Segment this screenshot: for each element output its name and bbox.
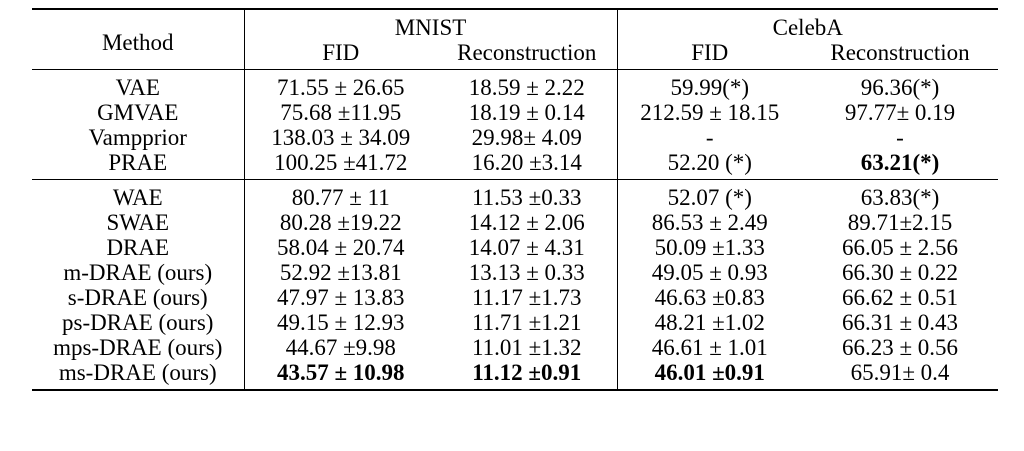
mnist-fid-cell: 44.67 ±9.98 — [243, 335, 437, 360]
table-row: m-DRAE (ours) 52.92 ±13.81 13.13 ± 0.33 49.… — [32, 260, 998, 285]
mnist-fid-cell: 49.15 ± 12.93 — [243, 310, 437, 335]
mnist-group-header: MNIST — [243, 9, 617, 40]
method-cell: ps-DRAE (ours) — [62, 310, 214, 335]
method-cell: mps-DRAE (ours) — [53, 335, 223, 360]
mnist-reconstruction-cell: 11.01 ±1.32 — [471, 335, 582, 360]
mnist-reconstruction-cell: 14.12 ± 2.06 — [468, 210, 585, 235]
mnist-reconstruction-cell: 11.12 ±0.91 — [472, 360, 582, 385]
table-row: VAE 71.55 ± 26.65 18.59 ± 2.22 59.99(*) 96.3… — [32, 69, 999, 100]
results-table: Method MNIST CelebA FID Reconstruction F… — [32, 8, 999, 391]
mnist-fid-cell: 75.68 ±11.95 — [243, 100, 437, 125]
celeba-fid-cell: 212.59 ± 18.15 — [616, 100, 802, 125]
celeba-fid-cell: - — [616, 125, 802, 150]
table-row: PRAE 100.25 ±41.72 16.20 ±3.14 52.20 (*) 63.… — [32, 150, 998, 180]
mnist-reconstruction-cell: 18.19 ± 0.14 — [468, 100, 585, 125]
mnist-reconstruction-cell: 13.13 ± 0.33 — [468, 260, 585, 285]
celeba-fid-cell: 49.05 ± 0.93 — [616, 260, 802, 285]
method-cell: s-DRAE (ours) — [67, 285, 208, 310]
method-cell: SWAE — [106, 210, 170, 235]
method-cell: PRAE — [108, 150, 168, 175]
table-row: DRAE 58.04 ± 20.74 14.07 ± 4.31 50.09 ±1.33… — [32, 235, 998, 260]
table-block-drae: WAE 80.77 ± 11 11.53 ±0.33 52.07 (*) 63.83(*… — [32, 179, 999, 390]
mnist-reconstruction-cell: 16.20 ±3.14 — [471, 150, 582, 175]
celeba-fid-cell: 50.09 ±1.33 — [616, 235, 802, 260]
mnist-reconstruction-header: Reconstruction — [457, 40, 597, 65]
celeba-group-header: CelebA — [616, 9, 999, 40]
mnist-reconstruction-cell: 18.59 ± 2.22 — [468, 75, 585, 100]
mnist-reconstruction-cell: 11.17 ±1.73 — [471, 285, 582, 310]
celeba-fid-cell: 59.99(*) — [616, 69, 802, 100]
mnist-fid-cell: 47.97 ± 13.83 — [243, 285, 437, 310]
mnist-reconstruction-cell: 11.71 ±1.21 — [471, 310, 582, 335]
celeba-reconstruction-cell: 63.83(*) — [860, 185, 940, 210]
table-row: GMVAE 75.68 ±11.95 18.19 ± 0.14 212.59 ± 18… — [32, 100, 998, 125]
mnist-fid-header: FID — [243, 40, 437, 70]
celeba-fid-cell: 48.21 ±1.02 — [616, 310, 802, 335]
method-cell: ms-DRAE (ours) — [58, 360, 217, 385]
table-row: mps-DRAE (ours) 44.67 ±9.98 11.01 ±1.32 46.… — [32, 335, 998, 360]
mnist-fid-cell: 43.57 ± 10.98 — [243, 360, 437, 390]
mnist-reconstruction-cell: 29.98± 4.09 — [471, 125, 582, 150]
table-header: Method MNIST CelebA FID Reconstruction F… — [32, 9, 999, 70]
celeba-fid-cell: 46.61 ± 1.01 — [616, 335, 802, 360]
mnist-reconstruction-cell: 14.07 ± 4.31 — [468, 235, 585, 260]
table-row: s-DRAE (ours) 47.97 ± 13.83 11.17 ±1.73 46.… — [32, 285, 998, 310]
method-cell: Vampprior — [88, 125, 187, 150]
table-row: ms-DRAE (ours) 43.57 ± 10.98 11.12 ±0.91 46… — [32, 360, 999, 390]
method-cell: GMVAE — [97, 100, 179, 125]
mnist-fid-cell: 58.04 ± 20.74 — [243, 235, 437, 260]
table-block-baselines: VAE 71.55 ± 26.65 18.59 ± 2.22 59.99(*) 96.3… — [32, 69, 999, 180]
method-header: Method — [101, 29, 174, 55]
celeba-reconstruction-cell: 66.31 ± 0.43 — [841, 310, 959, 335]
mnist-fid-cell: 138.03 ± 34.09 — [243, 125, 437, 150]
mnist-fid-cell: 100.25 ±41.72 — [243, 150, 437, 180]
method-cell: VAE — [115, 75, 160, 100]
celeba-reconstruction-cell: 66.05 ± 2.56 — [841, 235, 959, 260]
celeba-reconstruction-header: Reconstruction — [830, 40, 970, 65]
mnist-fid-cell: 52.92 ±13.81 — [243, 260, 437, 285]
celeba-fid-cell: 52.07 (*) — [616, 179, 802, 210]
celeba-reconstruction-cell: 97.77± 0.19 — [844, 100, 956, 125]
mnist-reconstruction-cell: 11.53 ±0.33 — [471, 185, 582, 210]
method-cell: DRAE — [106, 235, 170, 260]
celeba-reconstruction-cell: 96.36(*) — [860, 75, 940, 100]
celeba-fid-header: FID — [616, 40, 802, 70]
celeba-reconstruction-cell: 65.91± 0.4 — [850, 360, 950, 385]
method-cell: WAE — [112, 185, 163, 210]
table-row: Vampprior 138.03 ± 34.09 29.98± 4.09 - - — [32, 125, 998, 150]
celeba-fid-cell: 86.53 ± 2.49 — [616, 210, 802, 235]
mnist-fid-cell: 80.77 ± 11 — [243, 179, 437, 210]
celeba-fid-cell: 52.20 (*) — [616, 150, 802, 180]
celeba-reconstruction-cell: - — [896, 125, 904, 150]
celeba-reconstruction-cell: 66.23 ± 0.56 — [841, 335, 959, 360]
mnist-fid-cell: 71.55 ± 26.65 — [243, 69, 437, 100]
mnist-fid-cell: 80.28 ±19.22 — [243, 210, 437, 235]
celeba-reconstruction-cell: 63.21(*) — [860, 150, 940, 175]
celeba-reconstruction-cell: 66.30 ± 0.22 — [841, 260, 959, 285]
table-row: WAE 80.77 ± 11 11.53 ±0.33 52.07 (*) 63.83(*… — [32, 179, 999, 210]
table-row: ps-DRAE (ours) 49.15 ± 12.93 11.71 ±1.21 48… — [32, 310, 998, 335]
table-row: SWAE 80.28 ±19.22 14.12 ± 2.06 86.53 ± 2.49… — [32, 210, 998, 235]
celeba-fid-cell: 46.01 ±0.91 — [616, 360, 802, 390]
celeba-fid-cell: 46.63 ±0.83 — [616, 285, 802, 310]
celeba-reconstruction-cell: 89.71±2.15 — [847, 210, 953, 235]
method-cell: m-DRAE (ours) — [63, 260, 213, 285]
celeba-reconstruction-cell: 66.62 ± 0.51 — [841, 285, 959, 310]
